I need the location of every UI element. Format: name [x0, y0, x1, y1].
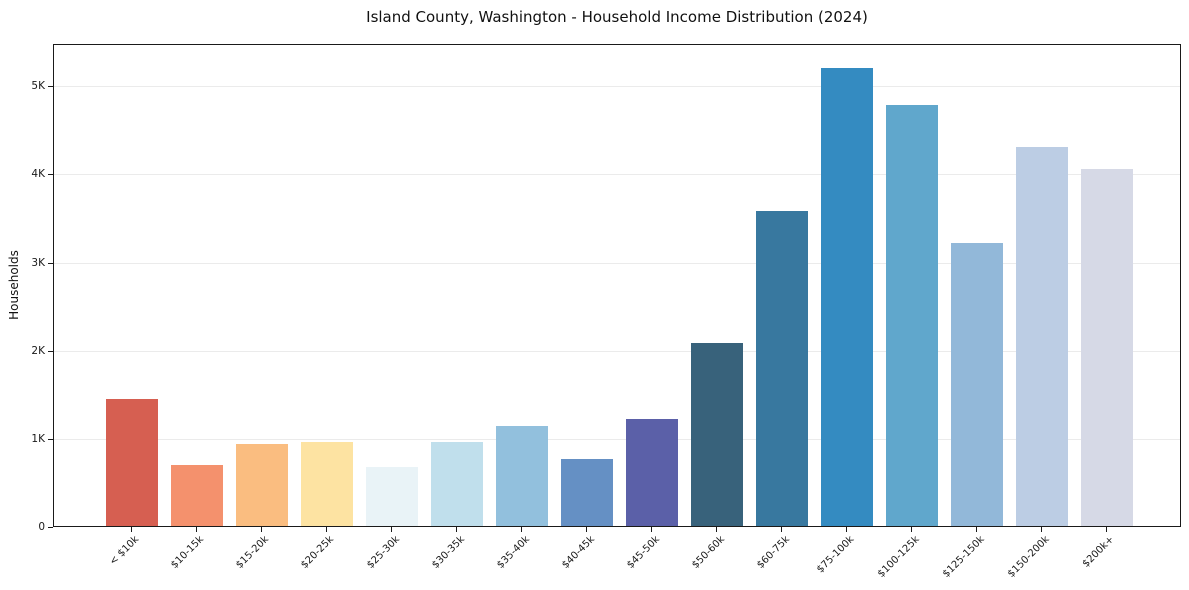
x-tick-label: $50-60k — [689, 534, 727, 571]
x-tick-mark — [195, 527, 197, 532]
x-tick-label: $125-150k — [940, 534, 987, 580]
bar-$75-100k — [820, 67, 873, 526]
y-tick-label: 2K — [31, 344, 45, 357]
x-tick-mark — [1041, 527, 1043, 532]
bar-< $10k — [105, 399, 158, 526]
gridline — [54, 438, 1180, 440]
x-tick-mark — [650, 527, 652, 532]
y-tick-mark — [48, 438, 53, 440]
x-tick-label: $45-50k — [624, 534, 662, 571]
x-tick-label: $40-45k — [559, 534, 597, 571]
x-tick-label: $10-15k — [169, 534, 207, 571]
bar-$10-15k — [170, 465, 223, 526]
bar-$45-50k — [625, 418, 678, 526]
bar-$20-25k — [300, 442, 353, 526]
y-tick-mark — [48, 262, 53, 264]
x-tick-mark — [325, 527, 327, 532]
bar-$40-45k — [560, 459, 613, 526]
x-tick-mark — [520, 527, 522, 532]
x-tick-mark — [390, 527, 392, 532]
y-tick-mark — [48, 174, 53, 176]
bar-$200k+ — [1081, 168, 1134, 526]
bar-$25-30k — [365, 467, 418, 526]
gridline — [54, 350, 1180, 352]
y-tick-label: 5K — [31, 80, 45, 93]
x-tick-mark — [780, 527, 782, 532]
y-tick-label: 0 — [38, 521, 45, 533]
x-tick-mark — [455, 527, 457, 532]
gridline — [54, 174, 1180, 176]
x-tick-label: $75-100k — [815, 534, 857, 576]
y-tick-label: 1K — [31, 432, 45, 445]
bar-$100-125k — [885, 105, 938, 526]
y-tick-mark — [48, 86, 53, 88]
x-tick-label: < $10k — [107, 534, 142, 568]
x-tick-label: $15-20k — [234, 534, 272, 571]
y-tick-label: 3K — [31, 256, 45, 269]
x-tick-label: $25-30k — [364, 534, 402, 571]
x-tick-mark — [585, 527, 587, 532]
x-tick-mark — [975, 527, 977, 532]
x-tick-label: $35-40k — [494, 534, 532, 571]
bar-$60-75k — [755, 211, 808, 526]
x-tick-label: $100-125k — [875, 534, 922, 580]
x-tick-label: $20-25k — [299, 534, 337, 571]
x-tick-mark — [715, 527, 717, 532]
bar-$125-150k — [950, 242, 1003, 526]
x-tick-label: $30-35k — [429, 534, 467, 571]
bar-$150-200k — [1016, 147, 1069, 526]
y-tick-label: 4K — [31, 168, 45, 181]
gridline — [54, 86, 1180, 88]
bar-$15-20k — [235, 444, 288, 526]
bar-$50-60k — [690, 342, 743, 526]
x-tick-label: $60-75k — [754, 534, 792, 571]
x-tick-mark — [845, 527, 847, 532]
bar-$30-35k — [430, 442, 483, 526]
gridline — [54, 262, 1180, 264]
x-tick-label: $200k+ — [1081, 534, 1117, 570]
x-tick-mark — [260, 527, 262, 532]
bar-$35-40k — [495, 426, 548, 526]
x-tick-mark — [130, 527, 132, 532]
y-tick-mark — [48, 350, 53, 352]
chart-title: Island County, Washington - Household In… — [366, 8, 868, 26]
plot-area — [53, 44, 1181, 527]
y-tick-mark — [48, 527, 53, 528]
x-tick-label: $150-200k — [1005, 534, 1052, 580]
x-tick-mark — [910, 527, 912, 532]
x-tick-mark — [1106, 527, 1108, 532]
